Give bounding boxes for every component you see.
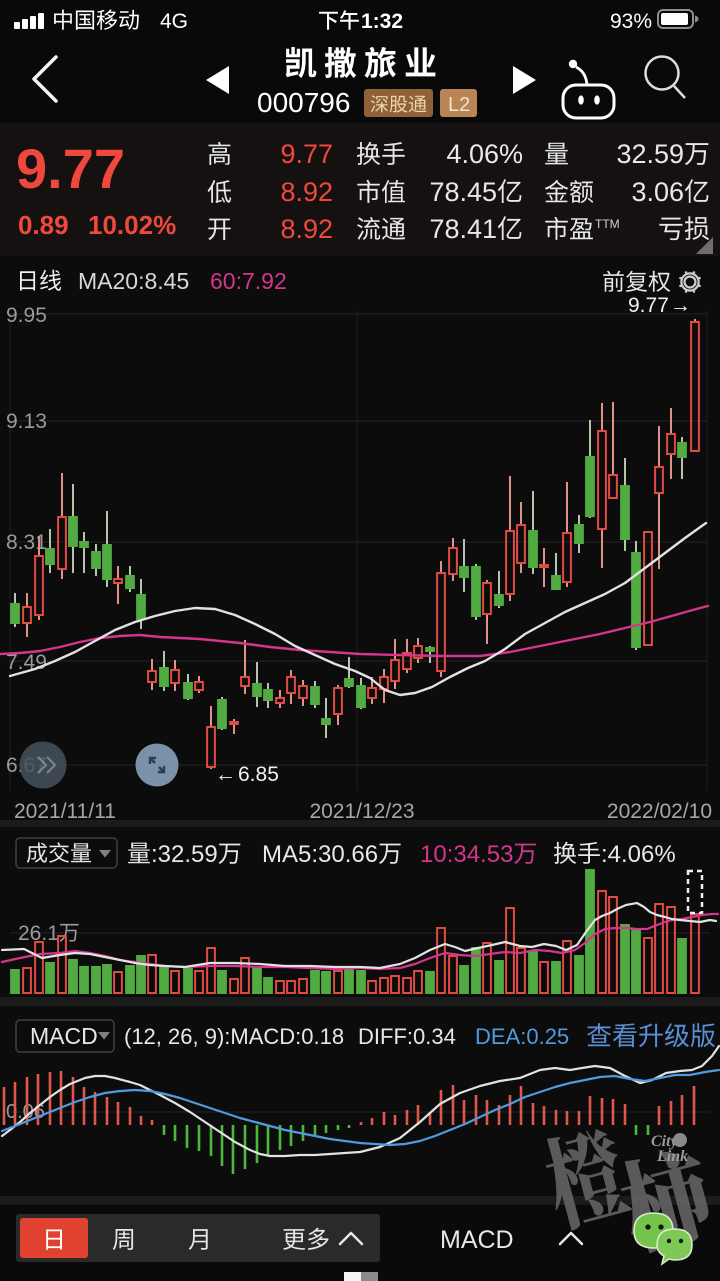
svg-text:L2: L2	[448, 94, 470, 116]
svg-text::4.06%: :4.06%	[601, 841, 676, 868]
svg-text:9.95: 9.95	[6, 304, 47, 327]
svg-text:1:32: 1:32	[361, 10, 403, 33]
svg-text:2021/11/11: 2021/11/11	[14, 800, 116, 823]
svg-text:City: City	[651, 1133, 679, 1150]
svg-text:78.45: 78.45	[429, 177, 497, 207]
svg-text:MA5:30.66: MA5:30.66	[262, 841, 378, 868]
svg-text:MACD: MACD	[30, 1023, 98, 1049]
svg-text:8.92: 8.92	[280, 214, 333, 244]
svg-text:4G: 4G	[160, 10, 188, 33]
svg-text:9.77: 9.77	[628, 294, 669, 317]
svg-text:9.13: 9.13	[6, 410, 47, 433]
svg-text:→: →	[670, 294, 691, 317]
svg-text:10.02%: 10.02%	[88, 210, 176, 240]
svg-text:DEA:0.25: DEA:0.25	[475, 1024, 569, 1049]
svg-text:60:7.92: 60:7.92	[210, 268, 287, 294]
svg-text:93%: 93%	[610, 10, 652, 33]
svg-text:(12, 26, 9):MACD:0.18: (12, 26, 9):MACD:0.18	[124, 1024, 344, 1049]
svg-text:000796: 000796	[257, 87, 350, 118]
svg-text:8.31: 8.31	[6, 531, 47, 554]
svg-text:10:34.53: 10:34.53	[420, 841, 513, 868]
svg-text:26.1: 26.1	[18, 922, 59, 945]
svg-text:MACD: MACD	[440, 1226, 514, 1254]
svg-text:Link: Link	[656, 1148, 688, 1165]
svg-text::32.59: :32.59	[151, 841, 218, 868]
svg-text:DIFF:0.34: DIFF:0.34	[358, 1024, 456, 1049]
svg-text:6.85: 6.85	[238, 763, 279, 786]
svg-text:9.77: 9.77	[280, 139, 333, 169]
svg-text:2021/12/23: 2021/12/23	[309, 800, 414, 823]
svg-text:32.59: 32.59	[616, 139, 684, 169]
svg-text:←: ←	[215, 763, 236, 786]
svg-text:MA20:8.45: MA20:8.45	[78, 268, 189, 294]
svg-text:3.06: 3.06	[631, 177, 684, 207]
svg-text:TTM: TTM	[595, 217, 620, 231]
svg-text:9.77: 9.77	[16, 137, 125, 200]
svg-text:78.41: 78.41	[429, 214, 497, 244]
svg-text:0.89: 0.89	[18, 210, 69, 240]
svg-text:4.06%: 4.06%	[446, 139, 523, 169]
svg-text:8.92: 8.92	[280, 177, 333, 207]
svg-text:2022/02/10: 2022/02/10	[607, 800, 712, 823]
